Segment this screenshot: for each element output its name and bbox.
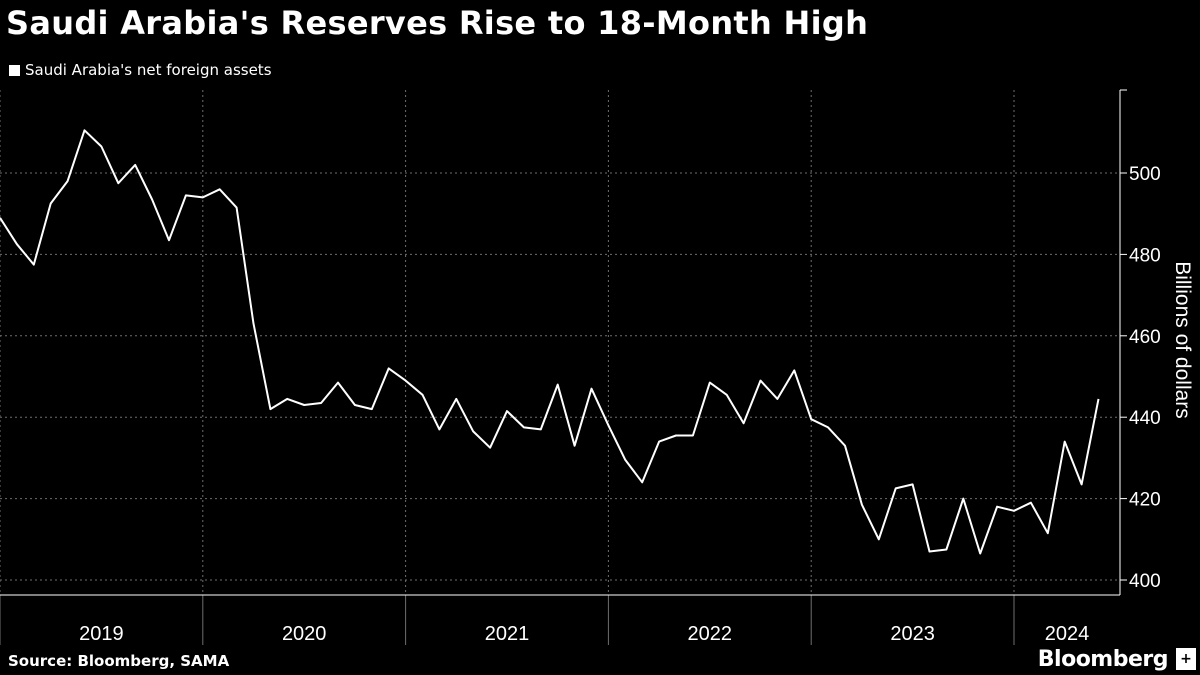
y-tick-label: 420 xyxy=(1129,490,1161,511)
data-point xyxy=(219,188,221,190)
data-point xyxy=(438,428,440,430)
data-point xyxy=(929,551,931,553)
data-point xyxy=(793,369,795,371)
axes xyxy=(0,89,1127,645)
data-point xyxy=(100,146,102,148)
data-point xyxy=(607,424,609,426)
data-point xyxy=(810,418,812,420)
data-point xyxy=(760,380,762,382)
data-point xyxy=(286,398,288,400)
data-point xyxy=(33,264,35,266)
data-point xyxy=(827,426,829,428)
data-point xyxy=(726,394,728,396)
data-point xyxy=(472,430,474,432)
data-point xyxy=(895,487,897,489)
data-point xyxy=(945,548,947,550)
x-tick-label: 2019 xyxy=(79,623,124,645)
y-axis-label: Billions of dollars xyxy=(1171,261,1194,419)
x-tick-label: 2022 xyxy=(688,623,733,645)
y-tick-label: 440 xyxy=(1129,408,1161,429)
legend-label: Saudi Arabia's net foreign assets xyxy=(25,61,272,79)
data-point xyxy=(641,481,643,483)
source-note: Source: Bloomberg, SAMA xyxy=(8,652,230,670)
data-point xyxy=(1098,398,1100,400)
data-point xyxy=(388,367,390,369)
y-tick-label: 460 xyxy=(1129,327,1161,348)
data-point xyxy=(776,398,778,400)
data-point xyxy=(523,426,525,428)
data-point xyxy=(337,382,339,384)
bloomberg-logo: Bloomberg xyxy=(1037,647,1169,672)
data-point xyxy=(709,382,711,384)
data-point xyxy=(861,504,863,506)
data-point xyxy=(405,380,407,382)
data-point xyxy=(574,445,576,447)
x-tick-label: 2024 xyxy=(1045,623,1090,645)
data-point xyxy=(50,203,52,205)
data-point xyxy=(320,402,322,404)
data-point xyxy=(422,394,424,396)
data-point xyxy=(185,194,187,196)
legend: Saudi Arabia's net foreign assets xyxy=(9,61,272,79)
data-point xyxy=(557,384,559,386)
gridlines xyxy=(0,90,1120,595)
data-point xyxy=(962,498,964,500)
data-point xyxy=(624,459,626,461)
data-point xyxy=(117,182,119,184)
data-point xyxy=(84,129,86,131)
data-point xyxy=(1064,441,1066,443)
data-point xyxy=(506,410,508,412)
data-point xyxy=(658,441,660,443)
data-point xyxy=(303,404,305,406)
data-point xyxy=(878,538,880,540)
series-line xyxy=(0,129,1100,555)
plus-icon: + xyxy=(1176,648,1196,670)
chart-title: Saudi Arabia's Reserves Rise to 18-Month… xyxy=(6,4,869,42)
data-point xyxy=(1081,483,1083,485)
x-tick-label: 2023 xyxy=(890,623,935,645)
data-point xyxy=(455,398,457,400)
data-point xyxy=(692,435,694,437)
data-point xyxy=(253,323,255,325)
data-point xyxy=(151,198,153,200)
tick-labels: 2019 2020 2021 2022 2023 2024 400 420 440 460 480 5… xyxy=(79,164,1161,645)
data-point xyxy=(996,506,998,508)
data-point xyxy=(675,435,677,437)
data-point xyxy=(489,447,491,449)
data-point xyxy=(354,404,356,406)
x-tick-label: 2020 xyxy=(282,623,327,645)
data-point xyxy=(371,408,373,410)
data-point xyxy=(168,239,170,241)
x-tick-label: 2021 xyxy=(485,623,530,645)
data-point xyxy=(979,553,981,555)
data-point xyxy=(912,483,914,485)
data-point xyxy=(202,196,204,198)
data-point xyxy=(540,428,542,430)
legend-swatch xyxy=(9,64,20,76)
data-point xyxy=(16,243,18,245)
data-point xyxy=(1030,502,1032,504)
data-point xyxy=(67,180,69,182)
y-tick-label: 500 xyxy=(1129,164,1161,185)
data-point xyxy=(236,207,238,209)
data-point xyxy=(1047,532,1049,534)
y-tick-label: 400 xyxy=(1129,571,1161,592)
data-point xyxy=(269,408,271,410)
series xyxy=(0,129,1100,555)
data-point xyxy=(134,164,136,166)
data-point xyxy=(1013,510,1015,512)
data-point xyxy=(743,422,745,424)
y-tick-label: 480 xyxy=(1129,245,1161,266)
data-point xyxy=(844,445,846,447)
data-point xyxy=(591,388,593,390)
